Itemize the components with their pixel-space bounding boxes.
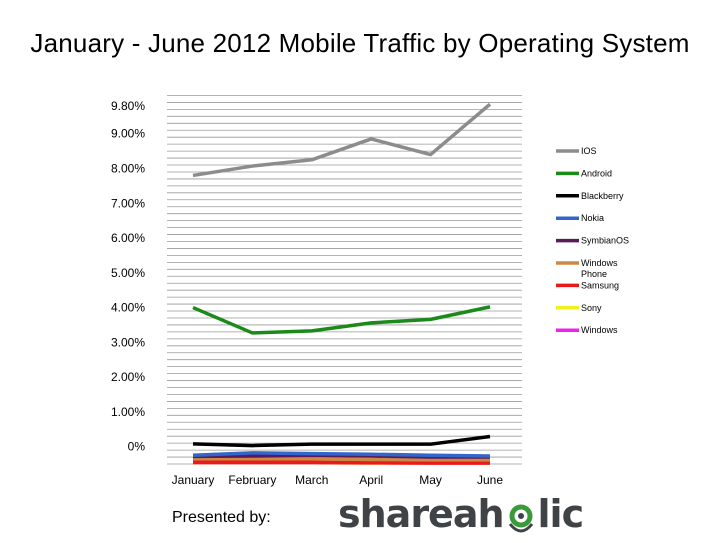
x-tick-label: February — [228, 473, 276, 487]
legend-label: Samsung — [581, 280, 619, 290]
x-tick-label: June — [477, 473, 503, 487]
legend-label: Windows — [581, 258, 618, 268]
y-tick-label: 0% — [128, 440, 146, 454]
series-line-windows-phone — [193, 459, 490, 460]
shareaholic-logo[interactable]: shareah lic — [338, 494, 583, 534]
y-tick-label: 2.00% — [111, 370, 145, 384]
y-tick-label: 9.80% — [111, 99, 145, 113]
legend-label: Nokia — [581, 213, 604, 223]
x-tick-label: May — [419, 473, 442, 487]
y-tick-label: 7.00% — [111, 196, 145, 210]
presented-by-label: Presented by: — [172, 509, 271, 527]
y-tick-label: 3.00% — [111, 335, 145, 349]
x-tick-label: March — [295, 473, 328, 487]
y-tick-label: 4.00% — [111, 301, 145, 315]
legend-label-cont: Phone — [581, 269, 607, 279]
logo-ring-icon — [505, 494, 537, 534]
legend-label: Windows — [581, 325, 618, 335]
logo-text-left: shareah — [338, 492, 504, 536]
series-line-blackberry — [193, 437, 490, 446]
y-tick-label: 6.00% — [111, 231, 145, 245]
y-axis-ticks: 9.80% 9.00% 8.00% 7.00% 6.00% 5.00% 4.00% 3.00%… — [111, 99, 145, 454]
x-axis-ticks: January February March April May June — [172, 473, 504, 487]
legend-label: SymbianOS — [581, 236, 629, 246]
legend-label: IOS — [581, 146, 597, 156]
y-tick-label: 1.00% — [111, 405, 145, 419]
legend-label: Sony — [581, 303, 602, 313]
legend-label: Blackberry — [581, 191, 624, 201]
x-tick-label: January — [172, 473, 215, 487]
y-tick-label: 8.00% — [111, 161, 145, 175]
legend: IOS Android Blackberry Nokia SymbianOS Window… — [556, 146, 629, 335]
series-line-samsung — [193, 462, 490, 463]
grid-layer — [167, 95, 522, 464]
logo-text-right: lic — [538, 492, 584, 536]
legend-label: Android — [581, 168, 612, 178]
y-tick-label: 9.00% — [111, 127, 145, 141]
y-tick-label: 5.00% — [111, 266, 145, 280]
x-tick-label: April — [359, 473, 383, 487]
